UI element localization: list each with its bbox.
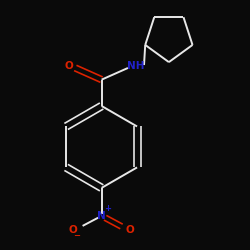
Text: O: O	[126, 225, 135, 235]
Text: N: N	[97, 211, 106, 221]
Text: +: +	[104, 204, 112, 214]
Text: −: −	[73, 231, 80, 240]
Text: O: O	[64, 61, 73, 71]
Text: NH: NH	[127, 61, 145, 71]
Text: O: O	[68, 225, 77, 235]
